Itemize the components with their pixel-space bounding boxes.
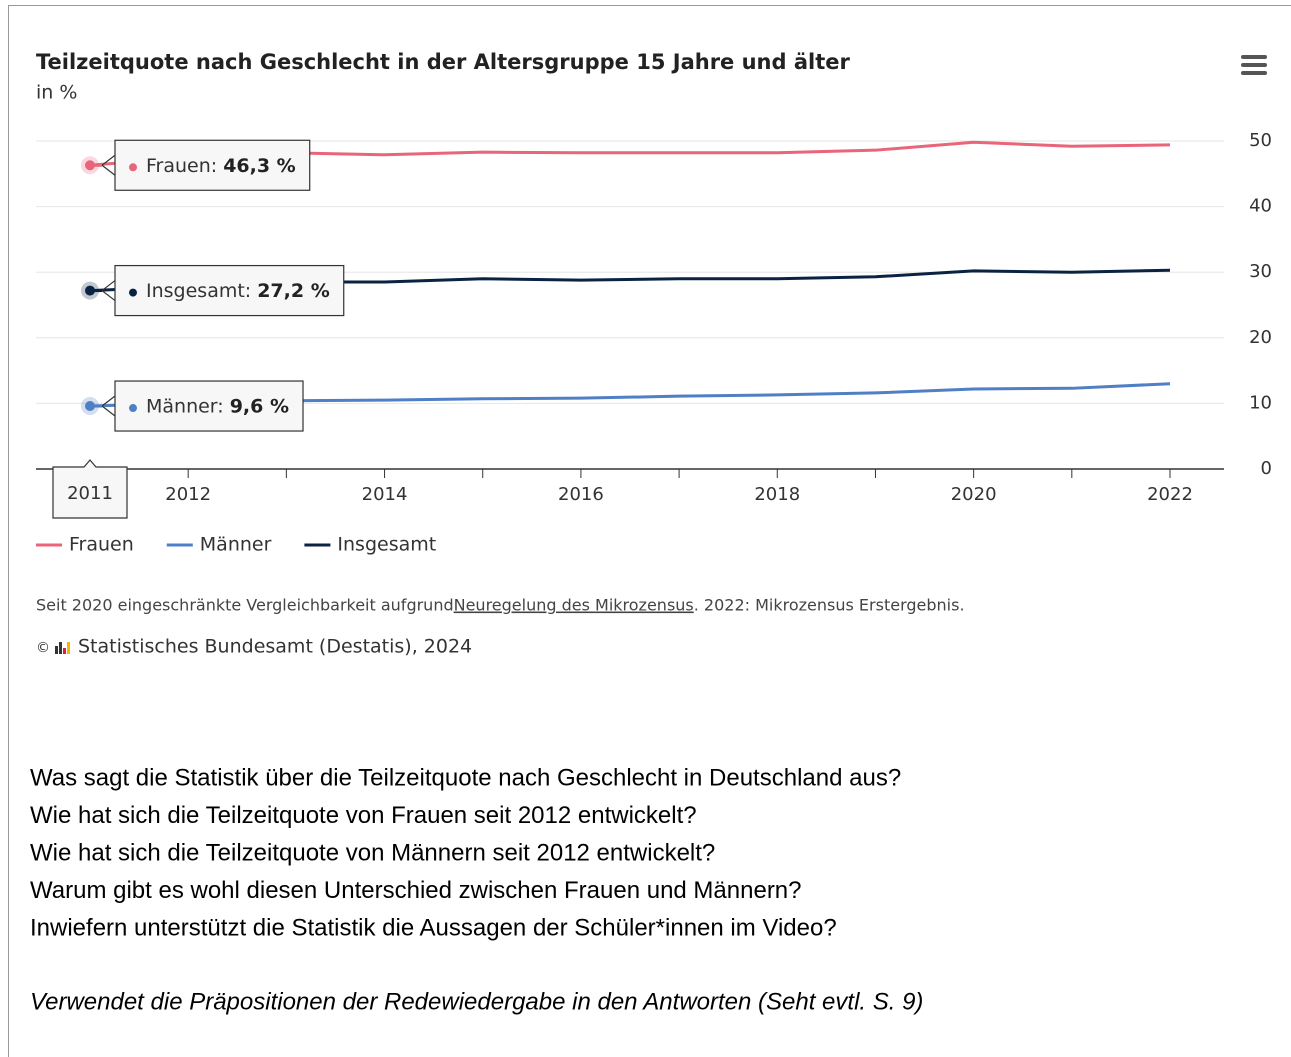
x-tick-label: 2016 — [558, 484, 604, 505]
x-tick-label: 2018 — [754, 484, 800, 505]
credit-text: Statistisches Bundesamt (Destatis), 2024 — [78, 636, 472, 658]
tooltip-label: Insgesamt: — [146, 280, 251, 302]
tooltip: Männer: 9,6 % — [90, 380, 304, 432]
y-tick-label: 0 — [1261, 458, 1272, 479]
tooltip-value: 9,6 % — [230, 396, 289, 418]
x-hover-box — [52, 459, 128, 519]
tooltip: Frauen: 46,3 % — [90, 139, 311, 191]
tooltip-value: 27,2 % — [257, 280, 330, 302]
tooltip-box — [114, 139, 311, 191]
tooltip-label: Männer: — [146, 396, 224, 418]
y-tick-label: 40 — [1249, 196, 1272, 217]
y-tick-label: 10 — [1249, 392, 1272, 413]
x-tick-label: 2022 — [1147, 484, 1193, 505]
chart-subtitle: in % — [36, 82, 77, 104]
question: Wie hat sich die Teilzeitquote von Fraue… — [30, 802, 697, 829]
logo-bar — [67, 642, 70, 654]
legend-label: Frauen — [69, 534, 134, 556]
footnote-text: Seit 2020 eingeschränkte Vergleichbarkei… — [36, 596, 454, 615]
x-hover-label: 2011 — [67, 483, 113, 504]
x-tick-label: 2012 — [165, 484, 211, 505]
y-tick-label: 30 — [1249, 261, 1272, 282]
note: Verwendet die Präpositionen der Redewied… — [30, 988, 923, 1015]
tooltip-value: 46,3 % — [223, 155, 296, 177]
tooltip-dot — [129, 163, 137, 172]
logo-bar — [59, 642, 62, 654]
destatis-logo — [55, 642, 70, 654]
credit-symbol: © — [36, 640, 50, 656]
y-tick-label: 50 — [1249, 130, 1272, 151]
question: Inwiefern unterstützt die Statistik die … — [30, 914, 837, 941]
y-tick-label: 20 — [1249, 327, 1272, 348]
question: Was sagt die Statistik über die Teilzeit… — [30, 764, 901, 791]
legend-label: Männer — [200, 534, 272, 556]
question: Warum gibt es wohl diesen Unterschied zw… — [30, 877, 802, 904]
tooltip-dot — [129, 288, 137, 297]
tooltip: Insgesamt: 27,2 % — [90, 264, 345, 317]
logo-bar — [55, 646, 58, 654]
tooltip-box — [114, 264, 345, 317]
tooltip-label: Frauen: — [146, 155, 217, 177]
logo-bar — [63, 648, 66, 654]
tooltip-dot — [129, 404, 137, 413]
tooltip-box — [114, 380, 304, 432]
menu-button[interactable] — [1241, 55, 1267, 75]
footnote-text: . 2022: Mikrozensus Erstergebnis. — [694, 596, 965, 615]
question: Wie hat sich die Teilzeitquote von Männe… — [30, 839, 715, 866]
chart-title: Teilzeitquote nach Geschlecht in der Alt… — [36, 50, 850, 74]
legend-label: Insgesamt — [337, 534, 436, 556]
x-tick-label: 2020 — [951, 484, 997, 505]
x-tick-label: 2014 — [362, 484, 408, 505]
footnote-link[interactable]: Neuregelung des Mikrozensus — [454, 596, 694, 615]
